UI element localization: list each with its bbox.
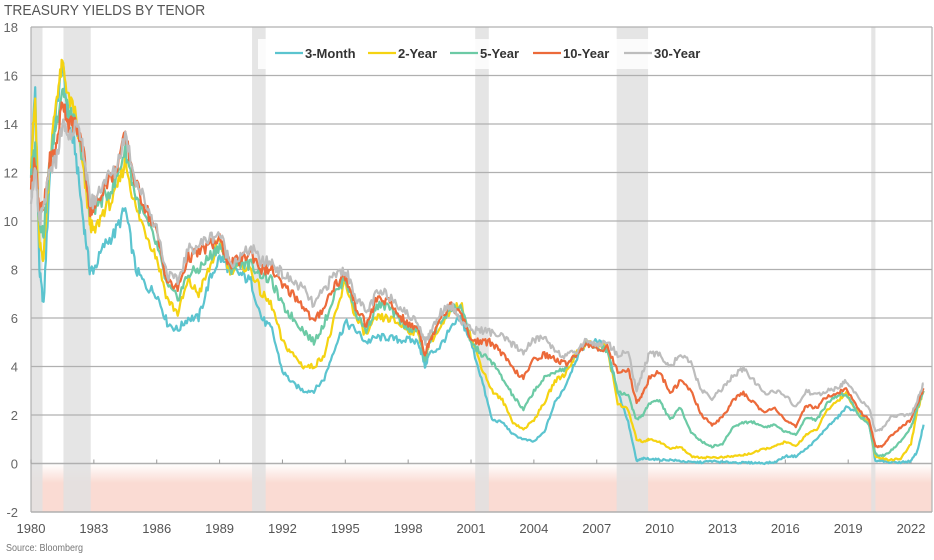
y-tick-label: 2 [11, 408, 18, 423]
y-tick-label: 16 [4, 69, 18, 84]
x-tick-label: 1986 [142, 521, 171, 536]
series-line-3-month [29, 61, 925, 466]
y-tick-label: 18 [4, 20, 18, 35]
y-tick-label: -2 [6, 505, 18, 520]
x-tick-label: 2013 [708, 521, 737, 536]
x-tick-label: 1995 [331, 521, 360, 536]
legend-item: 5-Year [450, 46, 519, 61]
y-tick-label: 14 [4, 117, 18, 132]
legend-item: 3-Month [275, 46, 356, 61]
x-tick-label: 2022 [897, 521, 926, 536]
legend-label: 10-Year [563, 46, 609, 61]
legend-label: 3-Month [305, 46, 356, 61]
x-tick-label: 2019 [834, 521, 863, 536]
y-tick-label: 12 [4, 166, 18, 181]
y-tick-label: 0 [11, 457, 18, 472]
x-axis: 1980 1983 1986 1989 1992 1995 1998 2001 2004 2007… [17, 459, 926, 536]
series-line-30-year [29, 118, 924, 433]
chart-title: TREASURY YIELDS BY TENOR [4, 2, 206, 19]
x-tick-label: 2001 [457, 521, 486, 536]
x-tick-label: 2010 [645, 521, 674, 536]
x-tick-label: 1998 [394, 521, 423, 536]
legend: 3-Month 2-Year 5-Year 10-Year 30-Year [258, 39, 718, 69]
legend-label: 30-Year [654, 46, 700, 61]
x-tick-label: 1989 [205, 521, 234, 536]
x-tick-label: 1992 [268, 521, 297, 536]
y-tick-label: 6 [11, 311, 18, 326]
source-note: Source: Bloomberg [6, 543, 84, 554]
legend-label: 2-Year [398, 46, 437, 61]
legend-item: 10-Year [533, 46, 609, 61]
y-tick-label: 8 [11, 263, 18, 278]
x-tick-label: 2007 [582, 521, 611, 536]
series-line-5-year [29, 87, 925, 458]
legend-item: 30-Year [624, 46, 700, 61]
x-tick-label: 2016 [771, 521, 800, 536]
gridlines [30, 26, 933, 513]
series-lines [29, 58, 925, 466]
legend-label: 5-Year [480, 46, 519, 61]
x-tick-label: 1980 [17, 521, 46, 536]
x-tick-label: 1983 [79, 521, 108, 536]
legend-item: 2-Year [368, 46, 437, 61]
y-axis: 18 16 14 12 10 8 6 4 2 0 -2 [4, 20, 18, 520]
x-tick-label: 2004 [519, 521, 548, 536]
y-tick-label: 10 [4, 214, 18, 229]
y-tick-label: 4 [11, 360, 18, 375]
series-line-10-year [29, 101, 925, 449]
